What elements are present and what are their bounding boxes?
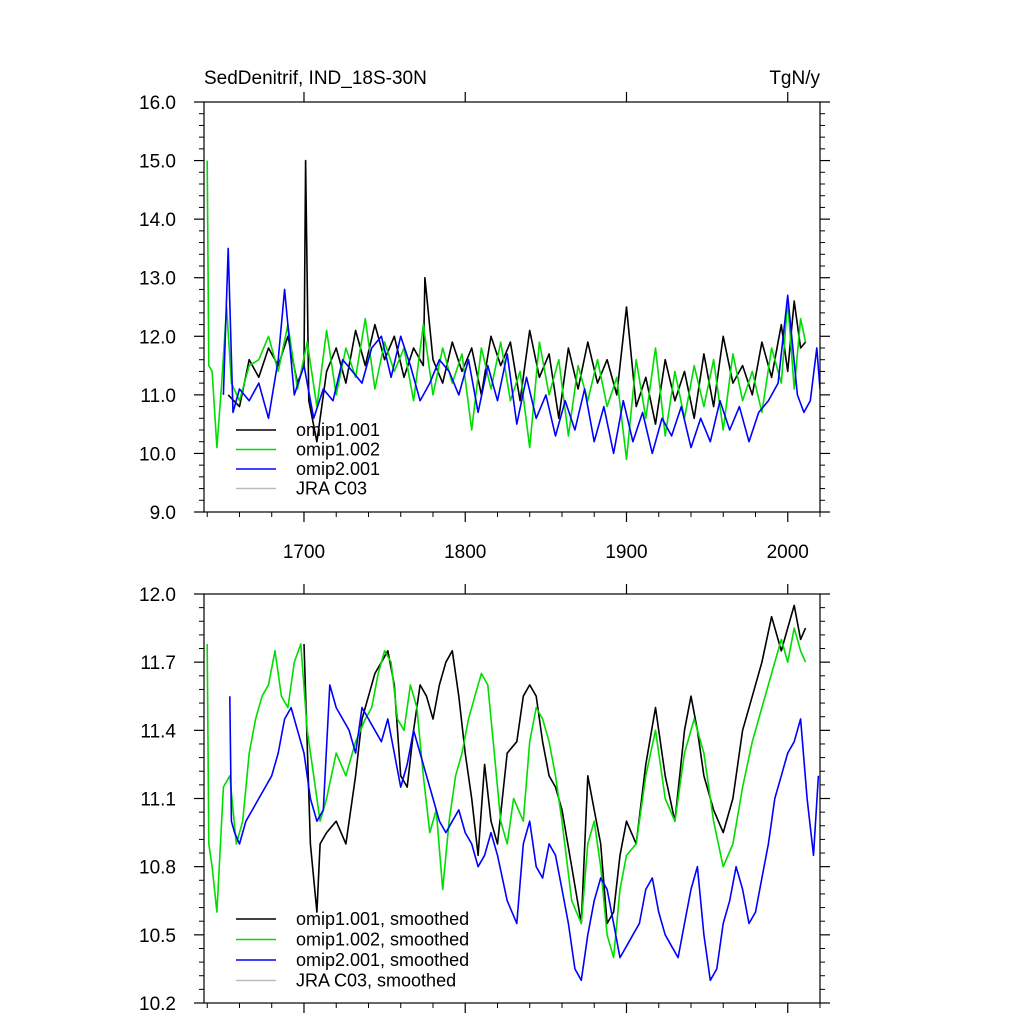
y-tick-label: 10.5 xyxy=(139,926,176,947)
y-tick-label: 11.1 xyxy=(140,790,176,811)
y-tick-label: 12.0 xyxy=(139,327,176,348)
series-line-omip1-002 xyxy=(206,160,807,461)
legend-label: omip1.002 xyxy=(296,440,380,460)
y-tick-label: 13.0 xyxy=(139,269,176,290)
series-line-omip1-001-smoothed xyxy=(303,604,807,925)
legend-label: JRA C03, smoothed xyxy=(296,971,456,991)
y-tick-label: 11.7 xyxy=(140,653,176,674)
y-tick-label: 11.0 xyxy=(140,386,176,407)
chart-title: SedDenitrif, IND_18S-30N xyxy=(204,68,427,89)
x-tick-label: 2000 xyxy=(767,542,809,563)
series-line-omip1-002-smoothed xyxy=(206,627,807,959)
y-tick-label: 15.0 xyxy=(139,152,176,173)
legend-label: JRA C03 xyxy=(296,479,367,499)
legend-label: omip1.001, smoothed xyxy=(296,909,469,929)
y-tick-label: 16.0 xyxy=(139,93,176,114)
units-label: TgN/y xyxy=(769,68,820,89)
y-tick-label: 12.0 xyxy=(139,585,176,606)
plot-frame xyxy=(203,101,821,513)
series-line-omip2-001 xyxy=(222,247,820,455)
y-tick-label: 10.8 xyxy=(139,858,176,879)
legend-label: omip2.001 xyxy=(296,459,380,479)
legend-label: omip1.002, smoothed xyxy=(296,930,469,950)
series-line-omip2-001-smoothed xyxy=(229,684,820,982)
bottom-panel: 10.2 10.5 10.8 11.1 11.4 11.7 12.0 omip1.001, … xyxy=(139,584,830,1015)
top-panel: SedDenitrif, IND_18S-30N TgN/y 9.0 10.0 11… xyxy=(139,68,830,563)
x-tick-label: 1900 xyxy=(605,542,647,563)
y-tick-label: 10.0 xyxy=(139,444,176,465)
legend-label: omip2.001, smoothed xyxy=(296,950,469,970)
legend-label: omip1.001 xyxy=(296,420,380,440)
y-tick-label: 14.0 xyxy=(139,210,176,231)
y-tick-label: 11.4 xyxy=(140,721,176,742)
x-tick-label: 1700 xyxy=(283,542,325,563)
x-tick-label: 1800 xyxy=(444,542,486,563)
y-tick-label: 9.0 xyxy=(150,503,176,524)
y-tick-label: 10.2 xyxy=(139,994,176,1015)
